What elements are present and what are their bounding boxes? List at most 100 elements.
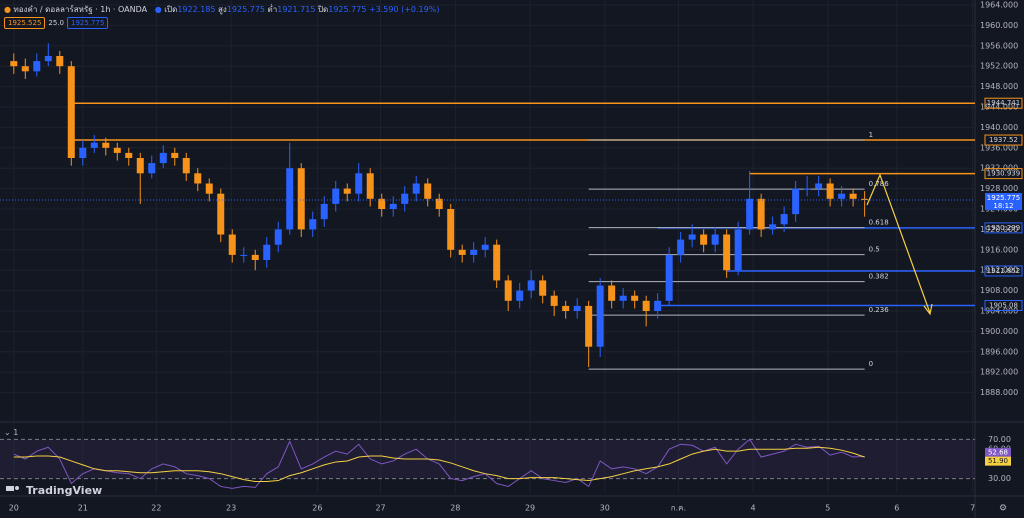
candle-body: [550, 295, 558, 306]
fib-label: 0.5: [869, 246, 880, 254]
y-tick-label: 1928.000: [980, 184, 1018, 193]
y-tick-label: 1908.000: [980, 286, 1018, 295]
rsi-tick-label: 30.00: [988, 474, 1011, 483]
candle-body: [159, 152, 167, 164]
candle-body: [125, 152, 133, 159]
y-tick-label: 1912.000: [980, 266, 1018, 275]
trade-badges: 1925.525 25.0 1925.775: [4, 17, 111, 29]
logo-text: TradingView: [26, 484, 102, 497]
candle-body: [33, 61, 41, 72]
ohlc-label: ต่ำ: [267, 5, 278, 14]
candle-body: [631, 295, 639, 301]
candle-body: [608, 285, 616, 301]
candle-body: [21, 66, 29, 72]
candle-body: [366, 173, 374, 199]
price-label-box: [984, 134, 1023, 146]
candle-body: [470, 249, 478, 255]
price-label-box: [984, 97, 1023, 109]
rsi-ma: [13, 446, 865, 483]
candle-body: [688, 234, 696, 240]
candle-body: [412, 183, 420, 194]
candle-body: [815, 183, 823, 189]
logo-icon: [15, 486, 19, 490]
candle-body: [711, 234, 719, 245]
candle-body: [734, 229, 742, 271]
candle-body: [343, 188, 351, 194]
candle-body: [297, 168, 305, 230]
candle-body: [251, 254, 259, 261]
y-tick-label: 1916.000: [980, 245, 1018, 254]
candle-body: [527, 280, 535, 291]
candle-body: [424, 183, 432, 199]
candle-body: [838, 193, 846, 199]
candle-body: [148, 163, 156, 174]
logo-icon: [6, 486, 14, 491]
y-tick-label: 1900.000: [980, 327, 1018, 336]
candle-body: [826, 183, 834, 199]
candle-body: [10, 61, 18, 67]
x-tick-label: 30: [600, 504, 610, 513]
x-tick-label: 23: [226, 504, 236, 513]
plot: 1944.7411937.521930.9391920.2991911.8521…: [0, 43, 1023, 489]
price-label-box: [984, 300, 1023, 312]
candle-body: [677, 239, 685, 255]
candle-body: [309, 219, 317, 230]
rsi-header: ⌄ 1: [4, 428, 19, 437]
candle-body: [769, 224, 777, 230]
x-tick-label: 22: [151, 504, 161, 513]
header: ● ทองคำ / ดอลลาร์สหรัฐ · 1h · OANDA ● เป…: [4, 3, 439, 16]
ohlc-value: 1921.715: [277, 5, 316, 14]
candle-body: [205, 183, 213, 194]
candle-body: [286, 168, 294, 230]
candle-body: [746, 198, 754, 230]
candle-body: [504, 280, 512, 301]
ohlc-label: สูง: [218, 5, 227, 14]
candle-body: [136, 158, 144, 174]
x-tick-label: 28: [450, 504, 460, 513]
x-tick-label: 21: [78, 504, 88, 513]
last-price-box: [985, 192, 1022, 210]
price-label: 1937.52: [989, 136, 1018, 144]
fib-label: 0.382: [869, 273, 889, 281]
candle-body: [803, 188, 811, 190]
settings-icon[interactable]: ⚙: [999, 504, 1007, 514]
candle-body: [539, 280, 547, 296]
candle-body: [619, 295, 627, 301]
candle-body: [573, 305, 581, 312]
y-tick-label: 1964.000: [980, 0, 1018, 9]
spread: 25.0: [48, 19, 64, 27]
price-label-box: [984, 222, 1023, 234]
candle-body: [596, 285, 604, 347]
candle-body: [757, 198, 765, 230]
y-tick-label: 1944.000: [980, 103, 1018, 112]
candle-body: [44, 56, 52, 62]
candle-body: [228, 234, 236, 255]
ohlc-label: ปิด: [317, 5, 329, 14]
candle-body: [274, 229, 282, 245]
y-tick-label: 1896.000: [980, 347, 1018, 356]
candle-body: [182, 158, 190, 174]
rsi-title[interactable]: 1: [13, 428, 19, 437]
candle-body: [113, 147, 121, 153]
y-tick-label: 1948.000: [980, 82, 1018, 91]
candle-body: [481, 244, 489, 250]
sell-button[interactable]: 1925.525: [4, 17, 46, 29]
candle-body: [102, 142, 110, 148]
y-tick-label: 1904.000: [980, 307, 1018, 316]
ohlc-value: 1925.775: [226, 5, 265, 14]
candle-body: [654, 300, 662, 312]
change: +3.590 (+0.19%): [368, 5, 440, 14]
buy-button[interactable]: 1925.775: [67, 17, 109, 29]
y-tick-label: 1892.000: [980, 368, 1018, 377]
rsi-value-box: [985, 456, 1011, 466]
arrow-drawing: [866, 173, 931, 314]
candle-body: [401, 193, 409, 204]
price-label: 1905.08: [989, 302, 1018, 310]
candle-body: [493, 244, 501, 281]
rsi-value-label: 51.90: [988, 457, 1008, 465]
symbol[interactable]: ทองคำ / ดอลลาร์สหรัฐ · 1h · OANDA: [13, 5, 148, 14]
ohlc-value: 1925.775: [328, 5, 367, 14]
fib-label: 0.236: [869, 306, 890, 314]
x-tick-label: 7: [970, 504, 975, 513]
